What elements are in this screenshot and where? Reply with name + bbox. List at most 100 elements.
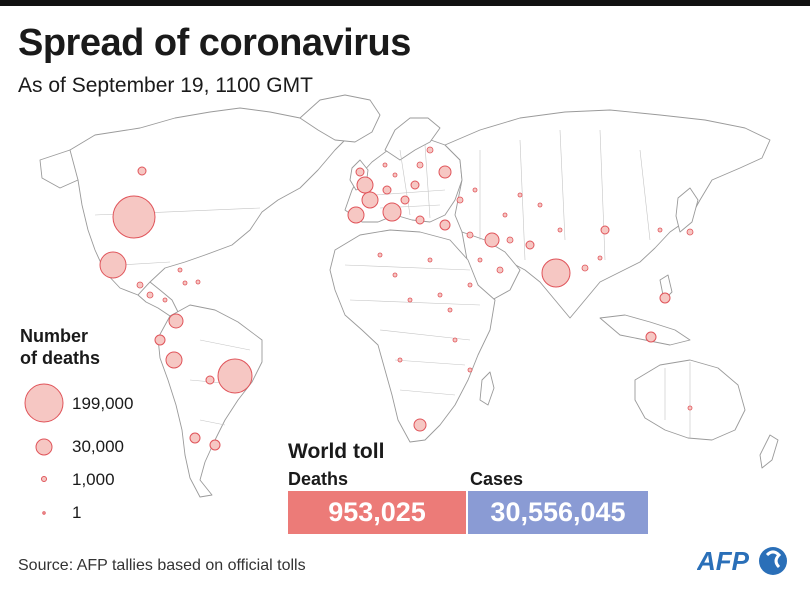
death-bubble	[382, 185, 392, 195]
death-bubble	[413, 418, 427, 432]
death-bubble	[657, 227, 663, 233]
death-bubble	[112, 195, 156, 239]
death-bubble	[600, 225, 610, 235]
north-america-outline	[67, 107, 351, 296]
death-bubble	[645, 331, 657, 343]
death-bubble	[205, 375, 215, 385]
death-bubble	[447, 307, 453, 313]
death-bubble	[209, 439, 221, 451]
death-bubble	[541, 258, 571, 288]
legend-bubble-1	[42, 511, 46, 515]
page-title: Spread of coronavirus	[18, 22, 411, 64]
cases-value-box: 30,556,045	[468, 491, 648, 534]
death-bubble	[165, 351, 183, 369]
death-bubble	[397, 357, 403, 363]
death-bubble	[410, 180, 420, 190]
deaths-value-box: 953,025	[288, 491, 466, 534]
death-bubble	[377, 252, 383, 258]
death-bubble	[146, 291, 154, 299]
death-bubble	[502, 212, 508, 218]
death-bubble	[427, 257, 433, 263]
legend-label-199000: 199,000	[72, 394, 134, 413]
death-bubble	[189, 432, 201, 444]
death-bubble	[400, 195, 410, 205]
death-bubble	[361, 191, 379, 209]
death-bubble	[659, 292, 671, 304]
cases-value: 30,556,045	[490, 497, 626, 527]
death-bubble	[537, 202, 543, 208]
legend-bubble-1000	[41, 476, 47, 482]
page-subtitle: As of September 19, 1100 GMT	[18, 74, 313, 97]
legend-label-1000: 1,000	[72, 470, 115, 489]
death-bubble	[137, 166, 147, 176]
death-bubble	[392, 172, 398, 178]
death-bubble	[162, 297, 168, 303]
death-bubble	[392, 272, 398, 278]
indonesia-outline	[599, 314, 691, 346]
death-bubble	[581, 264, 589, 272]
death-bubble	[517, 192, 523, 198]
death-bubble	[467, 282, 473, 288]
death-bubbles	[99, 146, 694, 451]
cases-label: Cases	[470, 469, 524, 489]
legend-title-line1: Number	[20, 326, 89, 346]
death-bubble	[686, 228, 694, 236]
death-bubble	[506, 236, 514, 244]
death-bubble	[154, 334, 166, 346]
source-note: Source: AFP tallies based on official to…	[18, 557, 306, 574]
death-bubble	[416, 161, 424, 169]
legend-title-line2: of deaths	[20, 348, 101, 368]
death-bubble	[477, 257, 483, 263]
death-bubble	[382, 162, 388, 168]
land-outlines	[39, 94, 779, 498]
death-bubble	[439, 219, 451, 231]
death-bubble	[438, 165, 452, 179]
death-bubble	[177, 267, 183, 273]
death-bubble	[687, 405, 693, 411]
japan-outline	[675, 187, 699, 233]
death-bubble	[484, 232, 500, 248]
afp-logo-text: AFP	[697, 546, 750, 576]
afp-logo-swoosh	[765, 550, 782, 569]
world-toll-title: World toll	[288, 440, 385, 463]
africa-outline	[329, 229, 496, 443]
legend-bubble-30000	[35, 438, 53, 456]
death-bubble	[557, 227, 563, 233]
country-borders	[94, 129, 691, 438]
death-bubble	[382, 202, 402, 222]
death-bubble	[99, 251, 127, 279]
death-bubble	[466, 231, 474, 239]
death-bubble	[437, 292, 443, 298]
legend-label-1: 1	[72, 503, 82, 522]
death-bubble	[356, 176, 374, 194]
new-zealand-outline	[759, 434, 779, 469]
death-bubble	[168, 313, 184, 329]
south-america-outline	[157, 304, 263, 498]
death-bubble	[415, 215, 425, 225]
death-bubble	[467, 367, 473, 373]
death-bubble	[407, 297, 413, 303]
death-bubble	[136, 281, 144, 289]
legend-bubbles	[24, 383, 64, 515]
death-bubble	[355, 167, 365, 177]
afp-logo: AFP	[697, 546, 787, 576]
death-bubble	[472, 187, 478, 193]
death-bubble	[456, 196, 464, 204]
greenland-outline	[299, 94, 381, 143]
deaths-label: Deaths	[288, 469, 349, 489]
legend-label-30000: 30,000	[72, 437, 124, 456]
death-bubble	[217, 358, 253, 394]
death-bubble	[182, 280, 188, 286]
death-bubble	[597, 255, 603, 261]
death-bubble	[525, 240, 535, 250]
death-bubble	[347, 206, 365, 224]
legend-title: Number of deaths	[20, 325, 100, 369]
death-bubble	[496, 266, 504, 274]
death-bubble	[452, 337, 458, 343]
deaths-value: 953,025	[328, 497, 426, 527]
madagascar-outline	[479, 371, 495, 406]
alaska-outline	[39, 149, 79, 189]
scandinavia-outline	[384, 117, 441, 161]
death-bubble	[195, 279, 201, 285]
